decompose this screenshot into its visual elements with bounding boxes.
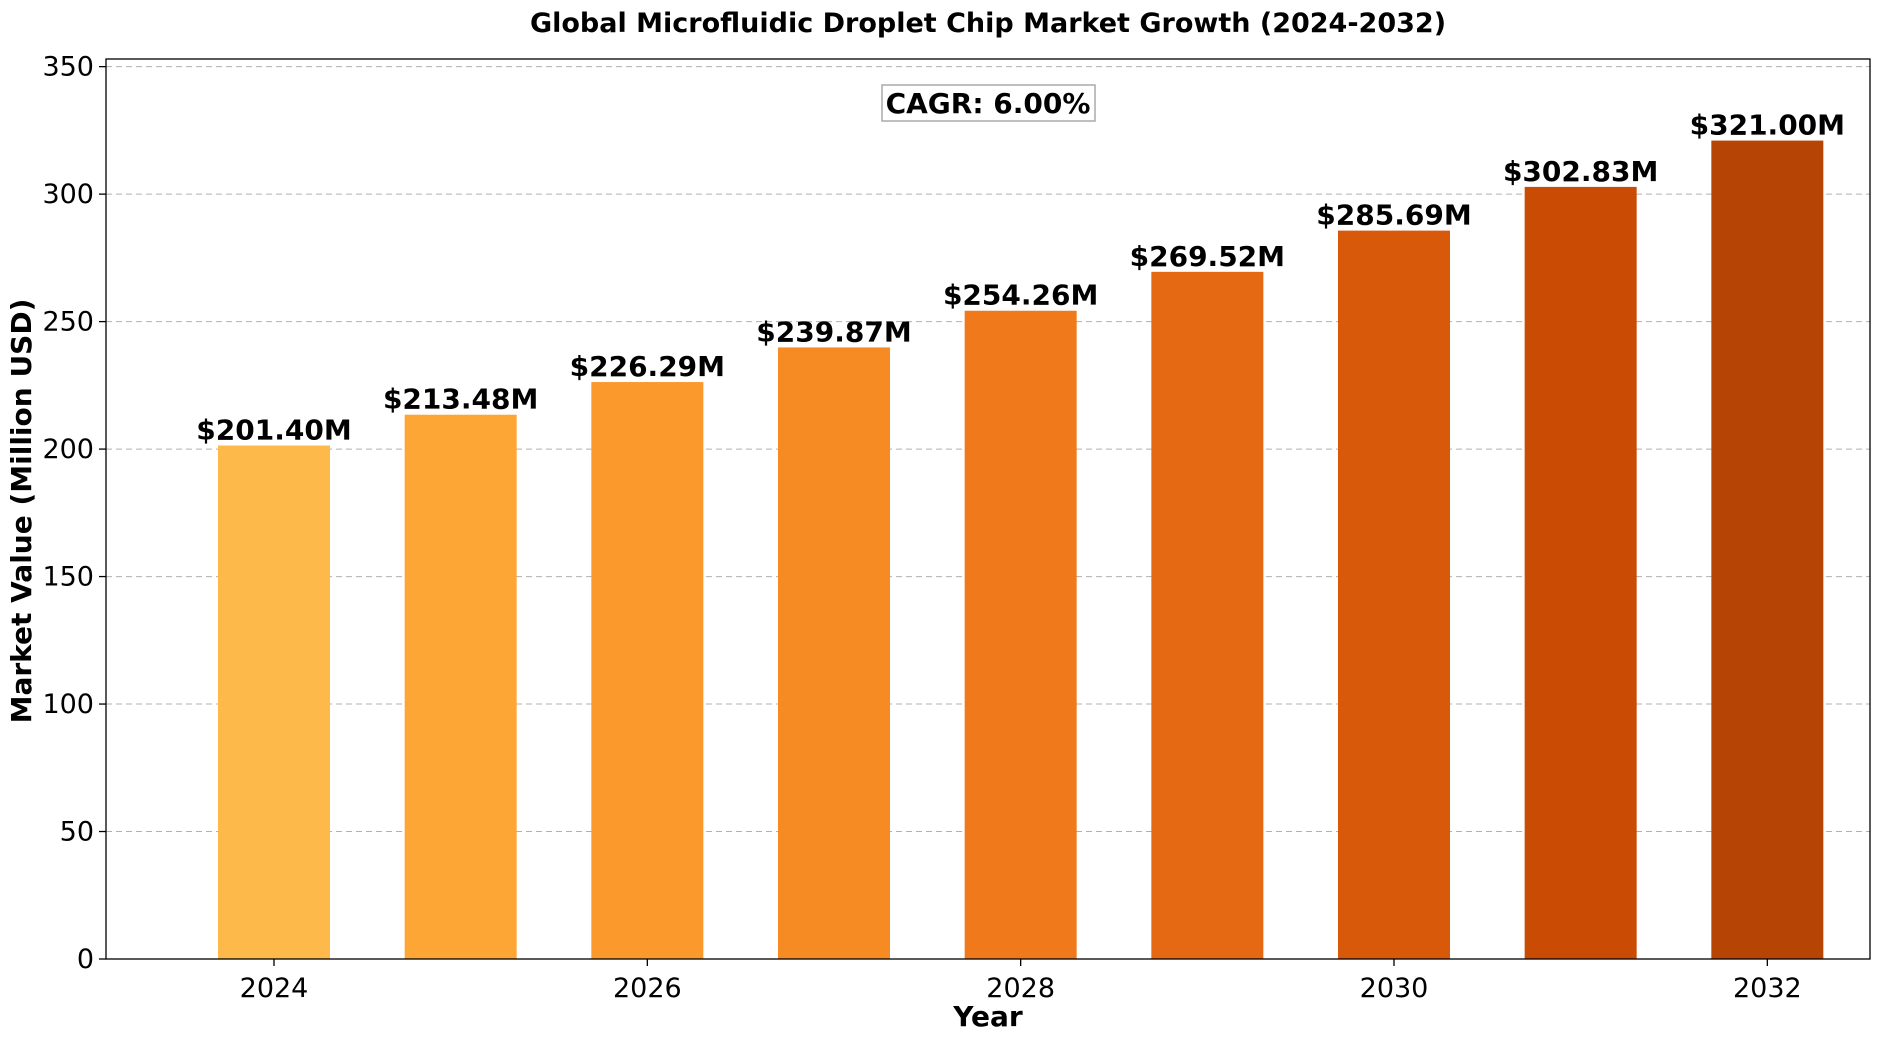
x-tick-label: 2026 <box>613 973 682 1004</box>
bar-layer <box>218 140 1824 960</box>
y-tick-label: 0 <box>77 944 94 975</box>
y-axis-label: Market Value (Million USD) <box>5 299 38 724</box>
x-tick-label: 2030 <box>1360 973 1429 1004</box>
bar-2028 <box>964 310 1077 959</box>
plot-frame <box>105 58 1871 960</box>
data-label-2029: $269.52M <box>1130 240 1285 273</box>
bar-2025 <box>404 414 517 960</box>
data-label-2026: $226.29M <box>570 350 725 383</box>
x-tick-label: 2028 <box>986 973 1055 1004</box>
chart-title: Global Microfluidic Droplet Chip Market … <box>530 8 1446 39</box>
bar-2024 <box>218 445 330 959</box>
cagr-annotation-text: CAGR: 6.00% <box>886 87 1091 120</box>
y-tick-label: 350 <box>42 52 94 83</box>
bar-2026 <box>591 382 704 960</box>
x-tick-label: 2024 <box>240 973 309 1004</box>
data-label-2027: $239.87M <box>756 315 911 348</box>
data-label-2028: $254.26M <box>943 279 1098 312</box>
x-axis-label: Year <box>952 1000 1023 1033</box>
data-label-2031: $302.83M <box>1503 155 1658 188</box>
data-label-2025: $213.48M <box>383 383 538 416</box>
x-tick-label: 2032 <box>1733 973 1802 1004</box>
cagr-annotation-box <box>881 84 1096 122</box>
y-tick-label: 100 <box>42 689 94 720</box>
bar-2032 <box>1711 140 1824 959</box>
y-tick-label: 200 <box>42 434 94 465</box>
y-tick-label: 300 <box>42 179 94 210</box>
cagr-annotation: CAGR: 6.00% <box>881 84 1096 122</box>
data-label-2030: $285.69M <box>1316 199 1471 232</box>
y-tick-label: 250 <box>42 307 94 338</box>
tick-layer: 0 50 100 150 200 250 300 350 2024 2026 2028 2030 203… <box>42 52 1801 1004</box>
data-label-layer: $201.40M $213.48M $226.29M $239.87M $254.26M… <box>196 109 1845 447</box>
bar-2030 <box>1338 230 1450 960</box>
bar-2027 <box>778 347 890 959</box>
data-label-2032: $321.00M <box>1690 109 1845 142</box>
plot-border <box>105 58 1871 960</box>
y-tick-label: 150 <box>42 562 94 593</box>
bar-2029 <box>1151 271 1264 960</box>
data-label-2024: $201.40M <box>196 414 351 447</box>
y-tick-label: 50 <box>60 817 94 848</box>
bar-2031 <box>1524 186 1637 960</box>
